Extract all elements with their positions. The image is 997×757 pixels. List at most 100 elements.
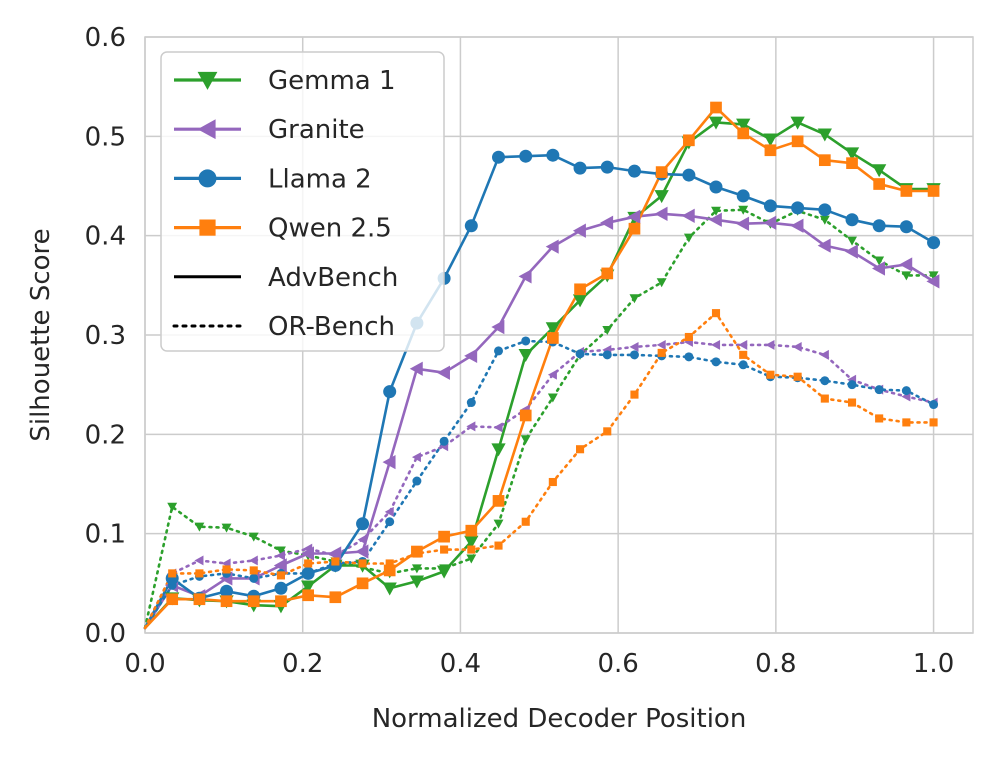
granite-advbench-point [464, 348, 478, 364]
x-tick-label: 1.0 [913, 649, 954, 679]
y-axis-label: Silhouette Score [26, 228, 56, 441]
gemma-1-advbench-point [545, 322, 560, 336]
granite-advbench-point [736, 216, 750, 231]
granite-advbench-point [926, 274, 940, 289]
qwen-2-5-advbench-point [519, 409, 532, 422]
granite-advbench-point [600, 215, 614, 230]
granite-advbench-point [817, 238, 831, 253]
y-tick-labels: 0.0 0.1 0.2 0.3 0.4 0.5 0.6 [85, 23, 126, 649]
granite-advbench-point [708, 212, 722, 227]
llama-2-orbench-point [412, 476, 422, 486]
llama-2-advbench-point [220, 584, 234, 598]
legend-marker-gemma-1 [197, 71, 218, 90]
x-tick-label: 0.8 [755, 649, 796, 679]
qwen-2-5-advbench-point [791, 135, 804, 148]
granite-advbench-point [872, 261, 886, 276]
gemma-1-orbench-point [928, 271, 939, 281]
llama-2-advbench-point [383, 385, 397, 399]
qwen-2-5-orbench-point [929, 418, 938, 427]
llama-2-advbench-point [709, 180, 723, 194]
qwen-2-5-orbench-point [766, 370, 775, 379]
y-tick-label: 0.1 [85, 520, 126, 550]
y-tick-label: 0.3 [85, 321, 126, 351]
granite-orbench-point [792, 341, 802, 352]
granite-orbench-point [629, 341, 639, 352]
granite-advbench-point [899, 257, 913, 272]
llama-2-advbench-point [600, 160, 614, 174]
qwen-2-5-orbench-point [603, 427, 612, 436]
qwen-2-5-orbench-point [820, 394, 829, 403]
qwen-2-5-orbench-point [168, 569, 177, 578]
legend-marker-qwen-2-5 [199, 219, 216, 236]
llama-2-orbench-point [575, 349, 585, 359]
llama-2-orbench-point [929, 400, 939, 410]
granite-orbench-point [738, 339, 748, 350]
y-tick-label: 0.2 [85, 420, 126, 450]
llama-2-orbench-line [143, 339, 935, 630]
gemma-1-advbench-point [790, 116, 805, 130]
granite-orbench-point [656, 339, 666, 350]
qwen-2-5-orbench-point [304, 559, 313, 568]
gemma-1-orbench-point [167, 502, 178, 512]
gemma-1-advbench-point [817, 128, 832, 142]
y-tick-label: 0.4 [85, 222, 126, 252]
qwen-2-5-advbench-point [275, 595, 287, 608]
gemma-1-orbench-point [275, 546, 286, 556]
x-tick-label: 0.4 [440, 649, 481, 679]
granite-orbench-point [194, 555, 204, 566]
granite-advbench-point [409, 361, 423, 376]
qwen-2-5-orbench-point [521, 517, 530, 526]
gemma-1-advbench-point [464, 535, 479, 549]
llama-2-orbench-point [494, 346, 504, 356]
llama-2-advbench-point [546, 148, 560, 162]
llama-2-advbench-point [274, 581, 288, 595]
granite-advbench-point [654, 206, 668, 221]
qwen-2-5-orbench-point [847, 398, 857, 407]
granite-orbench-point [275, 550, 285, 561]
gemma-1-advbench-point [301, 580, 316, 594]
llama-2-orbench-point [521, 336, 531, 346]
llama-2-orbench-point [711, 357, 721, 367]
llama-2-advbench-point [872, 219, 886, 233]
llama-2-advbench-point [464, 219, 478, 233]
granite-advbench-point [355, 544, 369, 559]
legend-marker-granite [197, 119, 216, 140]
legend-label-llama-2: Llama 2 [268, 164, 372, 194]
qwen-2-5-orbench-point [440, 545, 449, 554]
llama-2-orbench-point [684, 352, 694, 362]
llama-2-advbench-point [682, 168, 696, 182]
granite-advbench-point [328, 546, 342, 561]
x-tick-labels: 0.0 0.2 0.4 0.6 0.8 1.0 [124, 649, 954, 679]
llama-2-advbench-point [301, 566, 315, 580]
gemma-1-advbench-point [491, 443, 506, 457]
llama-2-orbench-point [466, 398, 476, 408]
legend-label-gemma-1: Gemma 1 [268, 66, 396, 96]
gemma-1-orbench-point [248, 532, 259, 542]
qwen-2-5-orbench-point [548, 477, 557, 487]
x-axis-label: Normalized Decoder Position [372, 704, 747, 734]
granite-advbench-point [572, 223, 586, 238]
gemma-1-advbench-point [518, 349, 533, 363]
gemma-1-orbench-point [194, 522, 205, 532]
qwen-2-5-orbench-point [249, 566, 258, 575]
qwen-2-5-orbench-point [684, 332, 693, 342]
llama-2-orbench-point [847, 380, 857, 390]
gemma-1-advbench-point [382, 582, 397, 596]
qwen-2-5-advbench-point [628, 222, 641, 235]
qwen-2-5-advbench-point [927, 185, 940, 197]
qwen-2-5-orbench-point [711, 309, 721, 318]
legend-label-advbench: AdvBench [268, 263, 398, 293]
llama-2-advbench-point [492, 150, 506, 164]
qwen-2-5-advbench-point [302, 589, 315, 602]
qwen-2-5-advbench-point [383, 564, 396, 577]
qwen-2-5-advbench-point [411, 545, 423, 558]
granite-orbench-point [765, 339, 775, 350]
qwen-2-5-advbench-point [438, 530, 450, 543]
qwen-2-5-orbench-point [358, 559, 367, 568]
qwen-2-5-advbench-point [900, 185, 913, 197]
llama-2-orbench-point [439, 436, 449, 446]
gemma-1-orbench-point [847, 236, 857, 246]
plot-frame [144, 36, 974, 634]
granite-advbench-point [518, 269, 532, 284]
qwen-2-5-advbench-point [465, 524, 478, 537]
